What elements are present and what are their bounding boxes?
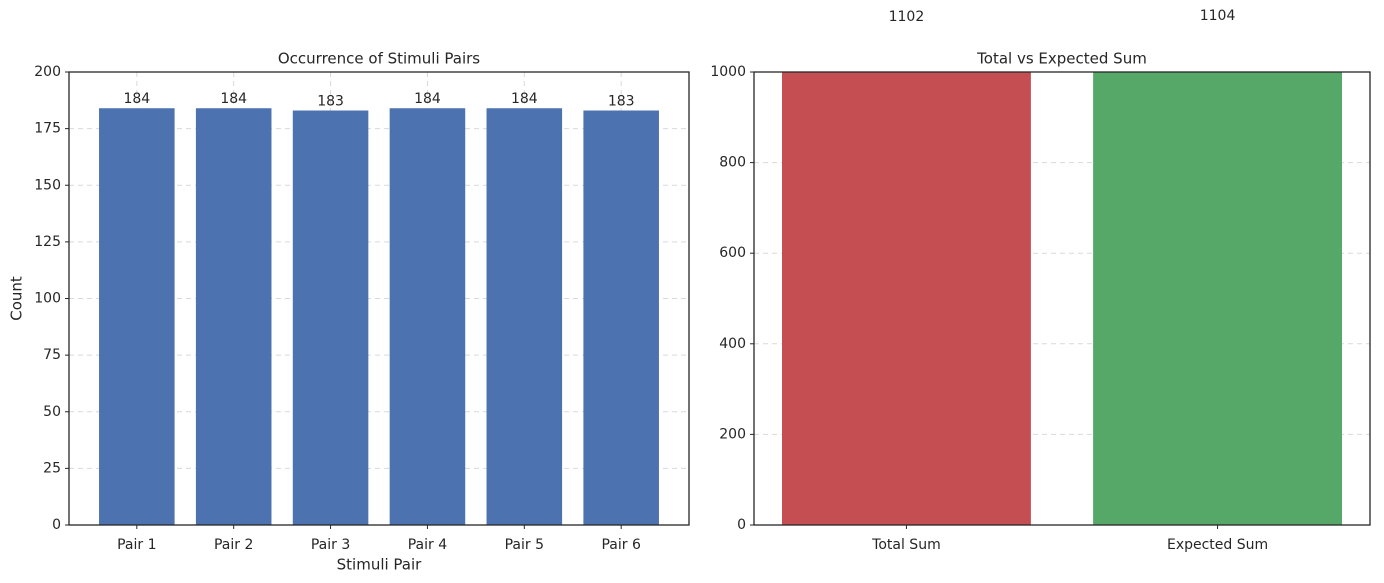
x-tick-label: Expected Sum — [1167, 537, 1268, 553]
bars — [99, 108, 659, 525]
x-tick-label: Pair 3 — [311, 537, 350, 553]
y-tick-label: 150 — [34, 177, 61, 193]
chart-title: Occurrence of Stimuli Pairs — [278, 50, 480, 68]
bar — [782, 72, 1031, 525]
y-tick-label: 600 — [719, 245, 746, 261]
y-tick-label: 50 — [43, 404, 61, 420]
y-tick-label: 25 — [43, 460, 61, 476]
value-label: 183 — [608, 94, 635, 110]
y-tick-label: 800 — [719, 155, 746, 171]
value-label: 1102 — [889, 9, 925, 25]
plot-area: 0 200 400 600 800 1000 1102 Total Sum 1104 Expect… — [710, 8, 1371, 553]
y-tick-label: 200 — [34, 64, 61, 80]
y-tick-label: 1000 — [710, 64, 746, 80]
bars — [782, 72, 1342, 525]
y-tick-label: 0 — [737, 517, 746, 533]
bar — [99, 108, 175, 525]
chart-title: Total vs Expected Sum — [976, 50, 1147, 68]
bar — [583, 110, 659, 525]
bar — [389, 108, 466, 525]
bar — [292, 110, 369, 525]
y-axis-label: Count — [8, 276, 26, 321]
y-tick-label: 200 — [719, 426, 746, 442]
value-label: 184 — [414, 91, 441, 107]
bar — [486, 108, 563, 525]
plot-frame — [68, 71, 690, 526]
value-label: 184 — [220, 91, 247, 107]
y-tick-label: 175 — [34, 121, 61, 137]
value-label: 184 — [123, 91, 150, 107]
x-axis-label: Stimuli Pair — [337, 556, 423, 574]
plot-area: 0 25 50 75 100 125 150 175 200 184 Pair 1 184 Pair 2… — [8, 50, 690, 574]
value-label: 1104 — [1200, 8, 1236, 24]
bar — [195, 108, 272, 525]
x-tick-label: Pair 4 — [408, 537, 447, 553]
y-tick-label: 125 — [34, 234, 61, 250]
bar — [1093, 72, 1342, 525]
y-tick-label: 100 — [34, 291, 61, 307]
x-tick-label: Pair 6 — [601, 537, 640, 553]
x-tick-label: Pair 1 — [117, 537, 156, 553]
x-tick-label: Pair 2 — [214, 537, 253, 553]
y-tick-label: 75 — [43, 347, 61, 363]
value-label: 184 — [511, 91, 538, 107]
x-tick-label: Pair 5 — [505, 537, 544, 553]
x-tick-label: Total Sum — [871, 537, 941, 553]
plot-frame — [753, 71, 1371, 526]
y-tick-label: 0 — [52, 517, 61, 533]
value-label: 183 — [317, 94, 344, 110]
y-tick-label: 400 — [719, 336, 746, 352]
